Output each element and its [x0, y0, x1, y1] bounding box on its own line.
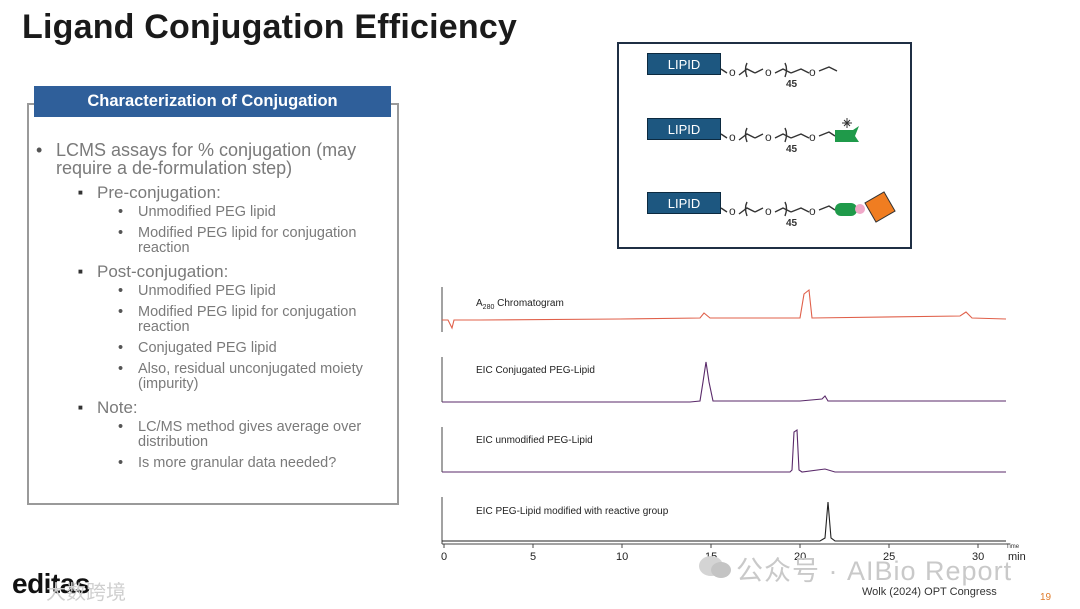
trace-label-eic-reactive: EIC PEG-Lipid modified with reactive gro…: [476, 506, 669, 517]
link-site-shape: [855, 204, 865, 214]
wechat-icon: [699, 556, 731, 578]
bullet-group-note: Note:: [36, 398, 396, 417]
peg-chain-unmodified: o o 45 o: [720, 62, 838, 90]
svg-text:o: o: [729, 204, 736, 218]
bullet-item: Modified PEG lipid for conjugation react…: [36, 305, 378, 335]
repeat-count-label: 45: [786, 144, 798, 155]
peg-chain-modified: o o o 45: [720, 118, 859, 155]
peg-chain-conjugated: o o o 45: [720, 191, 896, 229]
svg-text:o: o: [765, 204, 772, 218]
trace-eic-conjugated: [442, 361, 1006, 403]
x-axis-title: Time: [1006, 544, 1020, 550]
lipid-tag-conjugated: LIPID: [647, 192, 721, 214]
trace-eic-reactive: [442, 501, 1006, 542]
ligand-shape: [864, 191, 896, 223]
chromatogram-axes: [441, 287, 1010, 545]
svg-text:o: o: [765, 130, 772, 144]
x-tick-label: 10: [616, 551, 628, 563]
characterization-bullets: LCMS assays for % conjugation (may requi…: [36, 141, 396, 477]
repeat-count-label: 45: [786, 218, 798, 229]
bullet-intro: LCMS assays for % conjugation (may requi…: [36, 141, 396, 177]
x-axis-unit: min: [1008, 551, 1026, 563]
trace-eic-unmodified: [442, 429, 1006, 473]
x-tick-label: 25: [883, 551, 895, 563]
x-tick-label: 30: [972, 551, 984, 563]
x-axis-ticks: [443, 544, 979, 548]
bullet-item: LC/MS method gives average over distribu…: [36, 420, 378, 450]
characterization-header: Characterization of Conjugation: [34, 86, 391, 117]
svg-text:o: o: [729, 65, 736, 79]
reactive-site-icon: [842, 118, 852, 128]
trace-label-a280: A280 Chromatogram: [476, 298, 564, 311]
repeat-count-label: 45: [786, 79, 798, 90]
watermark-text: 公众号 · AIBio Report: [736, 556, 1013, 586]
bullet-item: Is more granular data needed?: [36, 456, 378, 472]
trace-label-eic-conjugated: EIC Conjugated PEG-Lipid: [476, 365, 595, 376]
svg-text:o: o: [809, 65, 816, 79]
linker-group-shape: [835, 203, 857, 216]
bullet-item: Also, residual unconjugated moiety (impu…: [36, 362, 378, 392]
bullet-item: Conjugated PEG lipid: [36, 341, 378, 357]
company-logo: editas: [12, 568, 90, 599]
bullet-item: Unmodified PEG lipid: [36, 284, 378, 300]
peg-lipid-structures-panel: LIPID LIPID LIPID o o 45 o o o o 45: [617, 42, 912, 249]
svg-text:o: o: [765, 65, 772, 79]
page-number: 19: [1040, 592, 1052, 603]
citation: Wolk (2024) OPT Congress: [862, 586, 997, 598]
slide-title: Ligand Conjugation Efficiency: [22, 8, 518, 46]
trace-a280: [442, 288, 1007, 330]
reactive-group-shape: [835, 126, 859, 142]
x-tick-label: 5: [530, 551, 536, 563]
x-tick-label: 20: [794, 551, 806, 563]
lipid-tag-modified: LIPID: [647, 118, 721, 140]
lipid-tag-unmodified: LIPID: [647, 53, 721, 75]
bullet-item: Modified PEG lipid for conjugation react…: [36, 226, 378, 256]
svg-text:o: o: [809, 130, 816, 144]
chromatogram-panel: A280 Chromatogram EIC Conjugated PEG-Lip…: [441, 287, 1026, 563]
bullet-group-pre: Pre-conjugation:: [36, 183, 396, 202]
bullet-item: Unmodified PEG lipid: [36, 205, 378, 221]
svg-text:o: o: [809, 204, 816, 218]
trace-label-eic-unmodified: EIC unmodified PEG-Lipid: [476, 435, 593, 446]
svg-text:o: o: [729, 130, 736, 144]
x-tick-label: 0: [441, 551, 447, 563]
bullet-group-post: Post-conjugation:: [36, 262, 396, 281]
logo-overlay-text: 大数跨境: [46, 582, 126, 604]
